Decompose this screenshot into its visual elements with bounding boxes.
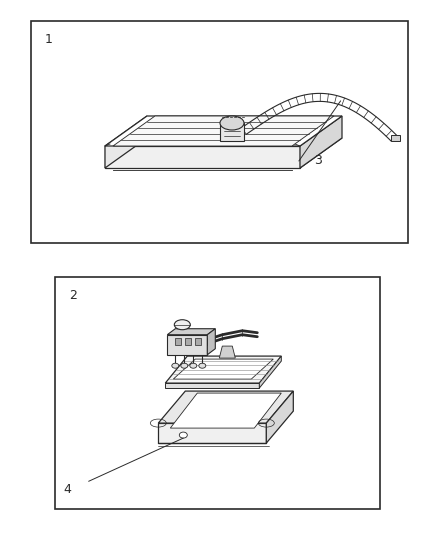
Ellipse shape <box>179 432 187 438</box>
Polygon shape <box>390 135 399 141</box>
Polygon shape <box>195 338 201 345</box>
Polygon shape <box>165 383 259 388</box>
Polygon shape <box>259 356 281 388</box>
Text: 4: 4 <box>64 483 71 496</box>
Polygon shape <box>105 116 147 168</box>
Polygon shape <box>113 116 333 146</box>
Ellipse shape <box>189 363 196 368</box>
Polygon shape <box>165 356 281 383</box>
Bar <box>55 277 379 509</box>
Polygon shape <box>173 359 273 379</box>
Text: 1: 1 <box>45 34 53 46</box>
Polygon shape <box>299 116 341 168</box>
Polygon shape <box>219 123 244 141</box>
Text: 3: 3 <box>313 155 321 167</box>
Polygon shape <box>105 146 299 168</box>
Polygon shape <box>219 346 235 358</box>
Polygon shape <box>175 338 181 345</box>
Polygon shape <box>185 338 191 345</box>
Polygon shape <box>158 423 266 443</box>
Polygon shape <box>266 391 293 443</box>
Ellipse shape <box>219 116 244 130</box>
Polygon shape <box>158 391 293 423</box>
Polygon shape <box>105 138 341 168</box>
Ellipse shape <box>171 363 178 368</box>
Text: 2: 2 <box>69 289 77 302</box>
Polygon shape <box>170 393 281 428</box>
Ellipse shape <box>174 320 190 330</box>
Polygon shape <box>105 116 341 146</box>
Ellipse shape <box>180 363 187 368</box>
Bar <box>31 21 407 243</box>
Polygon shape <box>167 335 207 355</box>
Polygon shape <box>207 329 215 355</box>
Polygon shape <box>167 329 215 335</box>
Ellipse shape <box>198 363 205 368</box>
